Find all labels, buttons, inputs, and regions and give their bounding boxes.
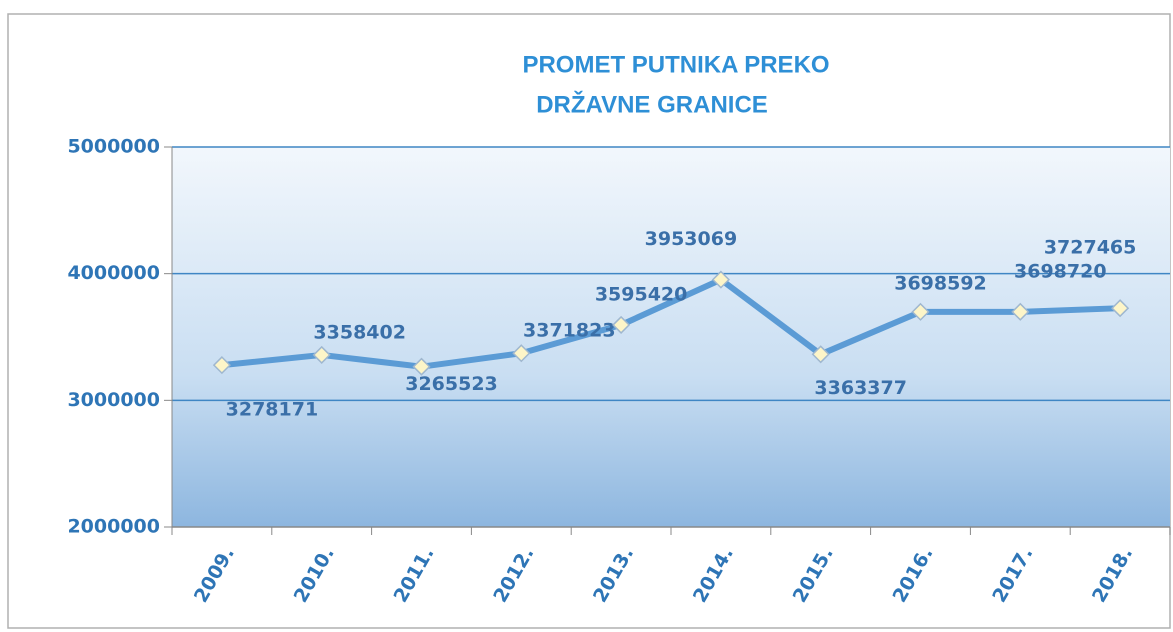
- data-marker: [911, 302, 930, 321]
- data-label: 3595420: [595, 283, 688, 305]
- data-marker: [1011, 302, 1030, 321]
- data-label: 3363377: [814, 377, 907, 399]
- data-label: 3953069: [645, 228, 738, 250]
- data-marker: [811, 345, 830, 364]
- data-label: 3698592: [894, 272, 987, 294]
- y-tick-label: 3000000: [67, 389, 160, 411]
- data-label: 3278171: [226, 399, 319, 421]
- y-tick-label: 5000000: [67, 136, 160, 158]
- data-marker: [412, 357, 431, 376]
- data-marker: [512, 344, 531, 363]
- data-marker: [1111, 299, 1130, 318]
- data-marker: [711, 270, 730, 289]
- data-marker: [612, 315, 631, 334]
- data-line: [221, 276, 1121, 370]
- plot-area: [172, 147, 1170, 527]
- y-tick-label: 2000000: [67, 516, 160, 538]
- data-marker: [312, 345, 331, 364]
- data-marker: [212, 356, 231, 375]
- data-label: 3727465: [1044, 237, 1137, 259]
- chart-title: DRŽAVNE GRANICE: [536, 90, 768, 118]
- data-label: 3358402: [313, 321, 406, 343]
- chart-title: PROMET PUTNIKA PREKO: [522, 51, 829, 78]
- data-label: 3698720: [1014, 260, 1107, 282]
- data-label: 3371823: [523, 320, 616, 342]
- data-label: 3265523: [405, 373, 498, 395]
- y-tick-label: 4000000: [67, 262, 160, 284]
